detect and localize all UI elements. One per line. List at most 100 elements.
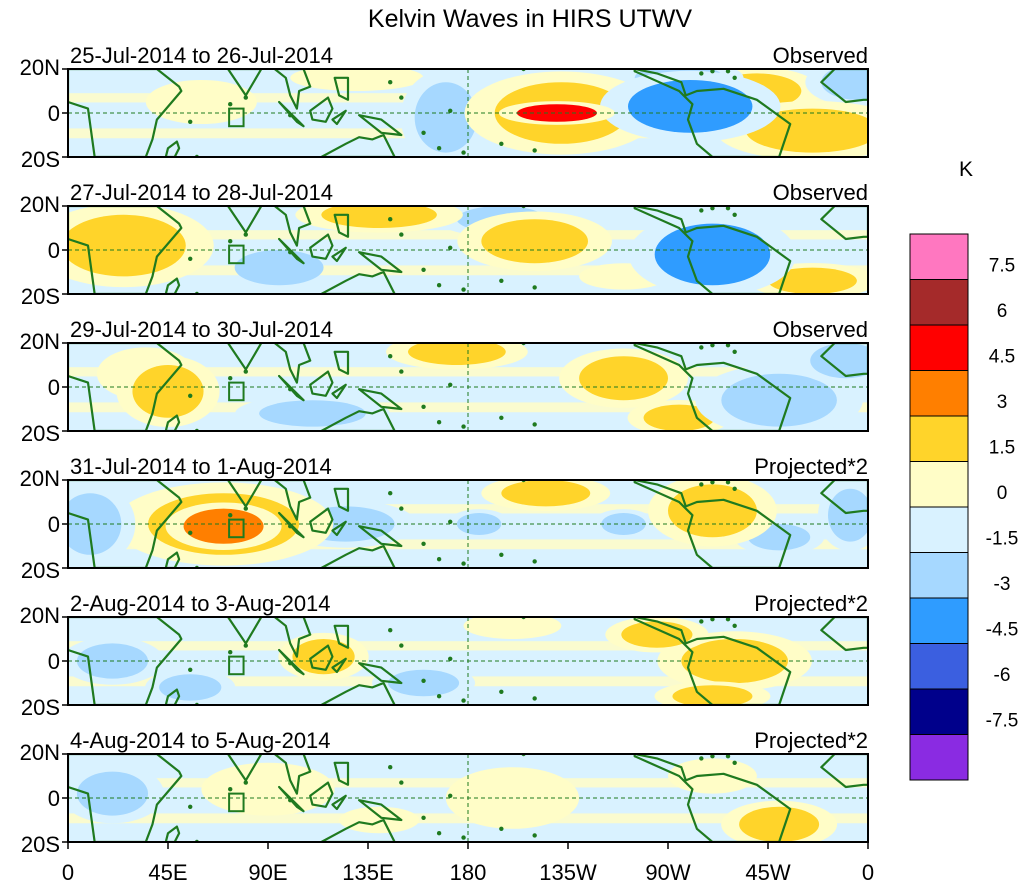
island [699,619,704,624]
region-box [228,107,245,128]
island [388,628,393,633]
y-tick-label: 0 [48,786,60,811]
colorbar-swatch [909,688,969,735]
coastline [68,206,183,294]
island [448,519,453,524]
y-tick-label: 20S [21,558,60,583]
y-tick-label: 20N [20,192,60,217]
negative-anomaly [721,373,837,427]
positive-anomaly [501,480,591,507]
island [188,119,193,125]
panel-kind-label: Observed [773,43,868,68]
coastline [226,617,263,645]
panel-stack: 20N 0 20S 25-Jul-2014 to 26-Jul-2014 Observe… [20,43,869,857]
island [710,206,715,211]
colorbar-level-label: 1.5 [989,438,1015,459]
island [710,343,715,348]
coastline [164,688,181,705]
map-panel: 20N 0 20S 4-Aug-2014 to 5-Aug-2014 Projected… [20,728,869,857]
island [436,420,442,425]
y-tick-label: 20S [21,147,60,172]
coastline [164,414,181,431]
island [710,617,715,622]
coastline [164,277,181,294]
island [710,69,715,74]
coastline [820,206,868,241]
y-tick-label: 20S [21,695,60,720]
island [448,108,453,114]
positive-anomaly [481,219,588,264]
island [732,623,737,628]
coastline [358,388,403,411]
island [388,765,393,770]
positive-anomaly [745,108,868,153]
island [243,95,248,100]
y-tick-label: 0 [48,649,60,674]
longitude-axis: 0 45E 90E 135E 180 135W 90W 45W 0 [62,842,874,885]
region-box [228,381,245,402]
coastline [331,109,347,126]
colorbar-swatch [909,506,969,553]
x-tick-label: 135W [539,860,597,885]
island [228,239,233,244]
coastline [309,507,334,534]
island [228,513,233,518]
island [499,278,504,283]
coastline [820,617,868,652]
coastline [309,781,334,808]
coastline [273,206,312,247]
colorbar-level-label: -7.5 [986,711,1019,732]
island [243,369,248,374]
positive-anomaly [739,806,820,842]
y-tick-label: 20N [20,466,60,491]
colorbar-swatch [909,643,969,690]
island [399,643,404,648]
island [699,208,704,213]
coastline [358,251,403,274]
negative-anomaly [628,80,753,133]
y-tick-label: 20N [20,740,60,765]
panel-kind-label: Projected*2 [754,728,868,753]
island [448,793,453,798]
panel-period-label: 4-Aug-2014 to 5-Aug-2014 [70,728,331,753]
negative-anomaly [259,400,366,427]
positive-anomaly [672,685,753,705]
panel-period-label: 29-Jul-2014 to 30-Jul-2014 [70,317,333,342]
island [228,787,233,792]
coastline [226,343,263,371]
island [228,650,233,655]
positive-anomaly [132,365,204,418]
island [699,71,704,76]
island [725,343,731,348]
island [725,754,731,759]
island [421,130,426,135]
positive-anomaly [290,69,424,91]
island [725,69,731,74]
island [288,387,293,392]
island [732,760,737,765]
map-panel: 20N 0 20S 31-Jul-2014 to 1-Aug-2014 Projecte… [20,454,869,583]
coastline [333,76,350,101]
colorbar-level-label: -6 [994,665,1011,686]
colorbar-level-label: 0 [997,483,1008,504]
panel-kind-label: Observed [773,180,868,205]
coastline [68,69,183,157]
island [188,804,193,809]
island [461,561,466,566]
coastline [820,69,868,104]
island [399,780,404,785]
island [461,698,466,703]
island [448,245,453,250]
x-tick-label: 45E [148,860,187,885]
island [436,146,442,151]
island [436,831,442,836]
island [288,113,293,118]
island [188,393,193,398]
island [388,217,393,222]
coastline [331,520,347,537]
coastline [358,114,403,137]
island [725,206,731,211]
island [288,524,293,529]
panel-kind-label: Projected*2 [754,454,868,479]
